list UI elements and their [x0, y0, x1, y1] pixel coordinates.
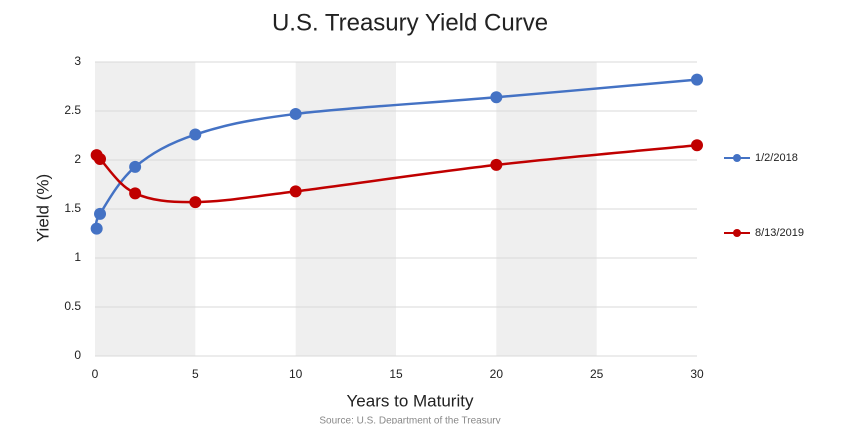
marker: [289, 107, 302, 120]
marker: [94, 207, 107, 220]
marker: [94, 153, 107, 166]
y-tick-label: 1: [74, 250, 81, 264]
series-line: [94, 78, 698, 229]
y-tick-label: 2: [74, 152, 81, 166]
y-tick-label: 3: [74, 54, 81, 68]
legend-label: 8/13/2019: [755, 227, 804, 239]
y-axis-label: Yield (%): [33, 174, 52, 242]
marker: [490, 91, 503, 104]
x-tick-label: 25: [590, 367, 604, 381]
y-tick-label: 1.5: [64, 201, 81, 215]
marker: [90, 222, 103, 235]
series-line: [94, 144, 698, 204]
marker: [490, 158, 503, 171]
marker: [691, 73, 703, 86]
legend-marker: [733, 154, 741, 162]
chart-title: U.S. Treasury Yield Curve: [272, 9, 548, 36]
y-tick-label: 0: [74, 348, 81, 362]
legend-label: 1/2/2018: [755, 152, 798, 164]
y-tick-label: 2.5: [64, 103, 81, 117]
marker: [129, 187, 142, 200]
x-axis-label: Years to Maturity: [347, 391, 474, 410]
x-tick-label: 0: [92, 367, 99, 381]
x-tick-label: 15: [389, 367, 403, 381]
marker: [289, 185, 302, 198]
legend-marker: [733, 229, 741, 237]
x-tick-label: 20: [490, 367, 504, 381]
marker: [691, 139, 703, 152]
x-tick-label: 5: [192, 367, 199, 381]
marker: [189, 128, 202, 141]
source-note: Source: U.S. Department of the Treasury: [319, 416, 500, 424]
marker: [189, 196, 202, 209]
x-tick-label: 10: [289, 367, 303, 381]
x-tick-label: 30: [690, 367, 704, 381]
y-tick-label: 0.5: [64, 299, 81, 313]
marker: [129, 160, 142, 173]
